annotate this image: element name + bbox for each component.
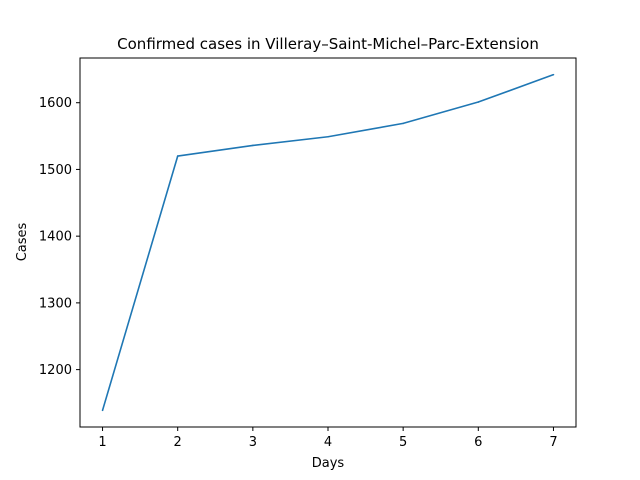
- x-tick-label: 4: [324, 435, 332, 450]
- x-tick-label: 3: [249, 435, 257, 450]
- data-point: [552, 73, 555, 76]
- y-tick-label: 1500: [39, 163, 72, 178]
- plot-area: 1 2 3 4 5 6 7 1200 1300 1400 1500 1600: [39, 57, 577, 450]
- y-tick-label: 1600: [39, 96, 72, 111]
- data-point: [327, 135, 329, 138]
- y-tick-label: 1300: [39, 296, 72, 311]
- x-tick-label: 7: [549, 435, 557, 450]
- data-point: [477, 101, 480, 103]
- data-point: [252, 144, 254, 147]
- data-point: [402, 122, 404, 125]
- y-tick-label: 1200: [39, 363, 72, 378]
- x-tick-label: 2: [174, 435, 182, 450]
- y-tick-label: 1400: [39, 230, 72, 245]
- x-tick-label: 5: [399, 435, 407, 450]
- x-tick-label: 1: [98, 435, 106, 450]
- data-point: [176, 155, 179, 157]
- y-axis-label: Cases: [15, 222, 30, 261]
- x-tick-label: 6: [474, 435, 482, 450]
- x-axis-label: Days: [312, 456, 345, 471]
- series-line: [101, 73, 554, 411]
- plot-frame: [79, 57, 577, 428]
- chart-title: Confirmed cases in Villeray–Saint-Michel…: [117, 35, 539, 53]
- data-point: [101, 409, 104, 412]
